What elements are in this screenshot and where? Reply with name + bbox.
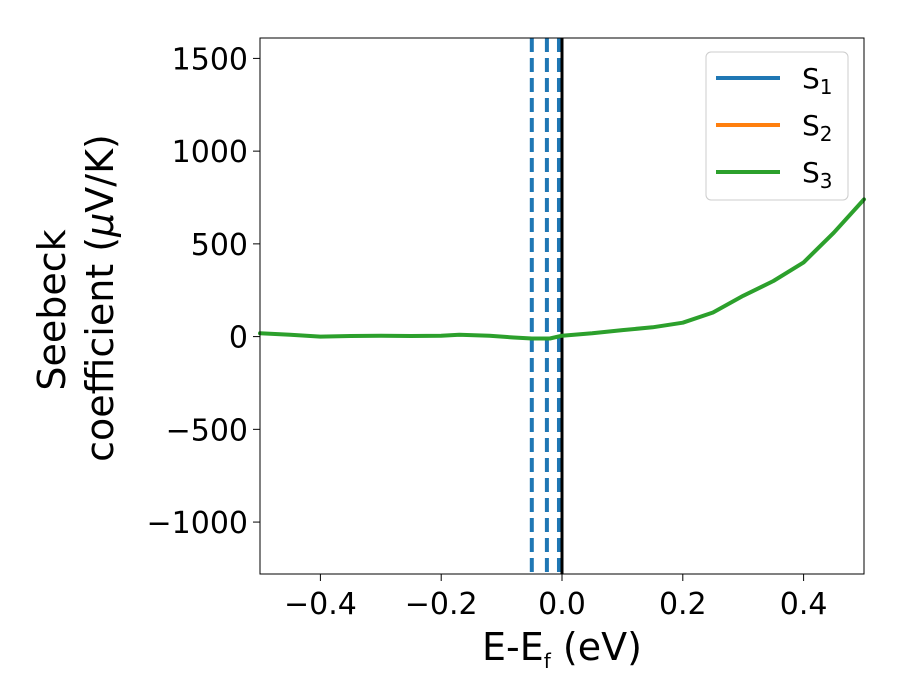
x-tick-label: −0.4 — [284, 587, 357, 622]
x-tick-label: 0.0 — [538, 587, 586, 622]
y-tick-label: 1000 — [172, 135, 248, 170]
legend-label-1: S2 — [802, 109, 833, 146]
y-tick-label: 500 — [191, 228, 248, 263]
legend-label-2: S3 — [802, 156, 833, 193]
y-axis-label-line2: coefficient (μV/K) — [78, 134, 122, 462]
y-axis-ticks: −1000 −500 0 500 1000 1500 — [147, 42, 260, 541]
reference-lines — [529, 38, 564, 574]
x-tick-label: −0.2 — [405, 587, 478, 622]
y-tick-label: 0 — [229, 321, 248, 356]
x-axis-ticks: −0.4 −0.2 0.0 0.2 0.4 — [284, 574, 827, 622]
y-axis-label: Seebeck coefficient (μV/K) — [30, 134, 122, 462]
series-line-0 — [258, 197, 866, 341]
data-series — [258, 197, 866, 341]
x-axis-label: E-Ef (eV) — [482, 625, 642, 673]
y-tick-label: −500 — [166, 413, 248, 448]
x-tick-label: 0.2 — [659, 587, 707, 622]
x-tick-label: 0.4 — [780, 587, 828, 622]
y-axis-label-line1: Seebeck — [30, 229, 74, 390]
legend: S1 S2 S3 — [705, 51, 849, 201]
y-tick-label: 1500 — [172, 42, 248, 77]
y-tick-label: −1000 — [147, 506, 248, 541]
legend-label-0: S1 — [802, 62, 833, 99]
